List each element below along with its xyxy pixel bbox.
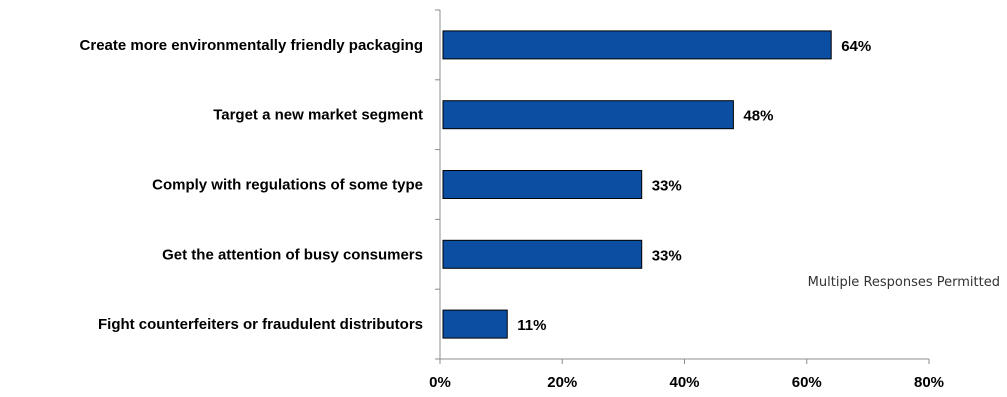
annotation-note: Multiple Responses Permitted [808, 275, 1000, 290]
category-label: Get the attention of busy consumers [162, 246, 423, 263]
data-label: 48% [743, 108, 773, 125]
bars-group [442, 30, 832, 339]
data-label: 64% [841, 38, 871, 55]
x-tick-label: 60% [792, 374, 822, 391]
bar [442, 309, 508, 339]
bar [442, 100, 734, 130]
category-labels-group: Create more environmentally friendly pac… [80, 37, 423, 333]
x-tick-label: 20% [547, 374, 577, 391]
bar [442, 30, 832, 60]
data-label: 33% [652, 247, 682, 264]
category-label: Target a new market segment [213, 107, 423, 124]
y-axis-ticks [435, 9, 440, 360]
x-tick-label: 80% [914, 374, 944, 391]
x-tick-label: 40% [669, 374, 699, 391]
data-label: 33% [652, 178, 682, 195]
category-label: Comply with regulations of some type [152, 177, 423, 194]
x-tick-label: 0% [429, 374, 451, 391]
data-label: 11% [517, 317, 546, 334]
category-label: Fight counterfeiters or fraudulent distr… [98, 316, 423, 333]
bar [442, 170, 643, 199]
value-labels-group: 64% 48% 33% 33% 11% [517, 38, 871, 334]
bar [442, 239, 643, 269]
x-axis-ticks: 0% 20% 40% 60% 80% [429, 359, 944, 391]
category-label: Create more environmentally friendly pac… [80, 37, 423, 54]
